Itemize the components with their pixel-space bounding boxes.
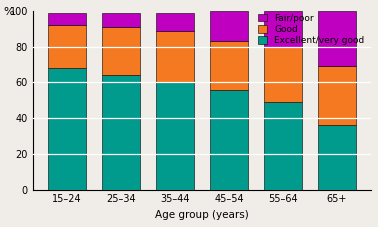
Bar bbox=[318, 66, 356, 125]
Bar bbox=[156, 13, 194, 31]
Bar bbox=[210, 90, 248, 190]
Bar bbox=[102, 27, 140, 75]
Bar bbox=[102, 13, 140, 27]
Bar bbox=[48, 68, 86, 190]
Bar bbox=[264, 47, 302, 102]
Legend: Fair/poor, Good, Excellent/very good: Fair/poor, Good, Excellent/very good bbox=[256, 12, 367, 47]
Bar bbox=[48, 25, 86, 68]
Bar bbox=[156, 82, 194, 190]
Bar bbox=[264, 11, 302, 47]
Bar bbox=[318, 125, 356, 190]
Bar bbox=[264, 102, 302, 190]
Bar bbox=[156, 31, 194, 82]
X-axis label: Age group (years): Age group (years) bbox=[155, 210, 249, 220]
Bar bbox=[102, 75, 140, 190]
Y-axis label: %: % bbox=[4, 7, 14, 17]
Bar bbox=[210, 11, 248, 41]
Bar bbox=[318, 11, 356, 66]
Bar bbox=[48, 13, 86, 25]
Bar bbox=[210, 41, 248, 90]
